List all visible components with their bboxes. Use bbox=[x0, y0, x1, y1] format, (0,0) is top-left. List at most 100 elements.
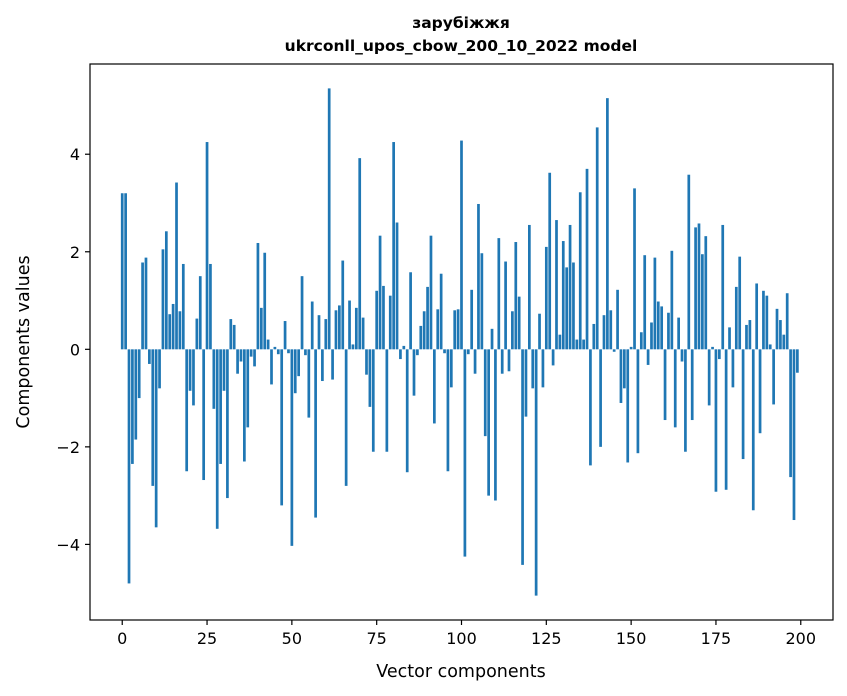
bar bbox=[690, 349, 694, 421]
bar bbox=[728, 327, 731, 350]
x-tick-label: 0 bbox=[117, 629, 127, 648]
bar bbox=[622, 349, 626, 389]
bar bbox=[592, 323, 596, 350]
bar bbox=[578, 192, 582, 350]
bar bbox=[768, 344, 772, 350]
bar bbox=[782, 334, 786, 350]
bar-series bbox=[120, 88, 799, 596]
bar bbox=[215, 349, 219, 529]
bar bbox=[568, 224, 572, 350]
bar bbox=[565, 267, 569, 350]
bar bbox=[419, 325, 423, 350]
bar bbox=[368, 349, 372, 407]
bar bbox=[270, 349, 273, 385]
bar bbox=[171, 303, 175, 350]
bar bbox=[304, 349, 307, 356]
bar bbox=[293, 349, 297, 394]
bar bbox=[731, 349, 735, 388]
bar bbox=[314, 349, 317, 518]
bar bbox=[697, 223, 701, 350]
chart-title-line-1: зарубіжжя bbox=[412, 14, 510, 32]
bar bbox=[480, 253, 484, 350]
bar bbox=[399, 349, 402, 360]
bar bbox=[219, 349, 222, 464]
bar bbox=[714, 349, 718, 492]
bar bbox=[134, 349, 138, 440]
bar bbox=[317, 315, 321, 350]
bar bbox=[266, 339, 270, 350]
bar bbox=[470, 289, 474, 350]
bar bbox=[239, 349, 243, 362]
bar bbox=[721, 224, 725, 350]
bar bbox=[287, 349, 290, 354]
bar bbox=[354, 307, 358, 350]
bar bbox=[161, 249, 165, 350]
bar bbox=[307, 349, 311, 418]
x-tick-label: 150 bbox=[616, 629, 647, 648]
plot-area-frame bbox=[89, 63, 834, 621]
bar bbox=[395, 222, 399, 350]
x-tick-label: 75 bbox=[367, 629, 387, 648]
bar bbox=[616, 289, 619, 350]
bar bbox=[120, 193, 124, 350]
bar bbox=[511, 311, 514, 350]
bar bbox=[796, 349, 799, 373]
bar bbox=[351, 344, 355, 350]
bar bbox=[687, 174, 691, 350]
bar bbox=[405, 349, 409, 473]
bar bbox=[738, 256, 742, 350]
bar bbox=[371, 349, 375, 452]
bar bbox=[253, 349, 256, 367]
bar bbox=[650, 322, 653, 350]
bar bbox=[290, 349, 294, 546]
bar bbox=[422, 311, 426, 350]
bar bbox=[612, 349, 616, 352]
bar bbox=[276, 349, 280, 355]
y-axis-label: Components values bbox=[14, 255, 34, 428]
bar bbox=[453, 310, 457, 350]
bar bbox=[192, 349, 195, 406]
bar bbox=[775, 308, 779, 350]
bar bbox=[717, 349, 721, 360]
chart-title-line-2: ukrconll_upos_cbow_200_10_2022 model bbox=[285, 37, 638, 55]
bar bbox=[375, 290, 379, 350]
bar bbox=[463, 349, 467, 557]
bar bbox=[246, 349, 250, 428]
bar bbox=[619, 349, 623, 403]
bar bbox=[477, 203, 480, 350]
bar bbox=[300, 276, 304, 350]
bar bbox=[402, 345, 406, 350]
bar bbox=[449, 349, 453, 388]
bar bbox=[131, 349, 134, 464]
bar bbox=[148, 349, 151, 364]
bar bbox=[259, 307, 263, 350]
bar bbox=[544, 246, 548, 350]
x-tick-label: 100 bbox=[446, 629, 477, 648]
bar bbox=[229, 319, 233, 350]
bar bbox=[606, 98, 609, 350]
x-tick-label: 200 bbox=[785, 629, 816, 648]
bar bbox=[494, 349, 497, 501]
bar bbox=[141, 262, 144, 350]
bar bbox=[324, 319, 328, 350]
bar bbox=[392, 142, 395, 350]
bar bbox=[589, 349, 592, 466]
bar bbox=[334, 310, 338, 350]
bar bbox=[331, 349, 334, 380]
bar bbox=[656, 301, 660, 350]
bar bbox=[460, 140, 463, 350]
y-tick-label: 0 bbox=[70, 340, 80, 359]
bar bbox=[724, 349, 728, 490]
bar bbox=[236, 349, 239, 374]
bar bbox=[558, 334, 562, 350]
bar bbox=[243, 349, 246, 462]
bar bbox=[188, 349, 192, 391]
bar bbox=[280, 349, 284, 506]
bar bbox=[137, 349, 141, 399]
bar bbox=[507, 349, 511, 372]
bar bbox=[144, 257, 148, 350]
bar bbox=[779, 320, 782, 350]
bar bbox=[497, 238, 501, 350]
bar bbox=[429, 235, 433, 350]
